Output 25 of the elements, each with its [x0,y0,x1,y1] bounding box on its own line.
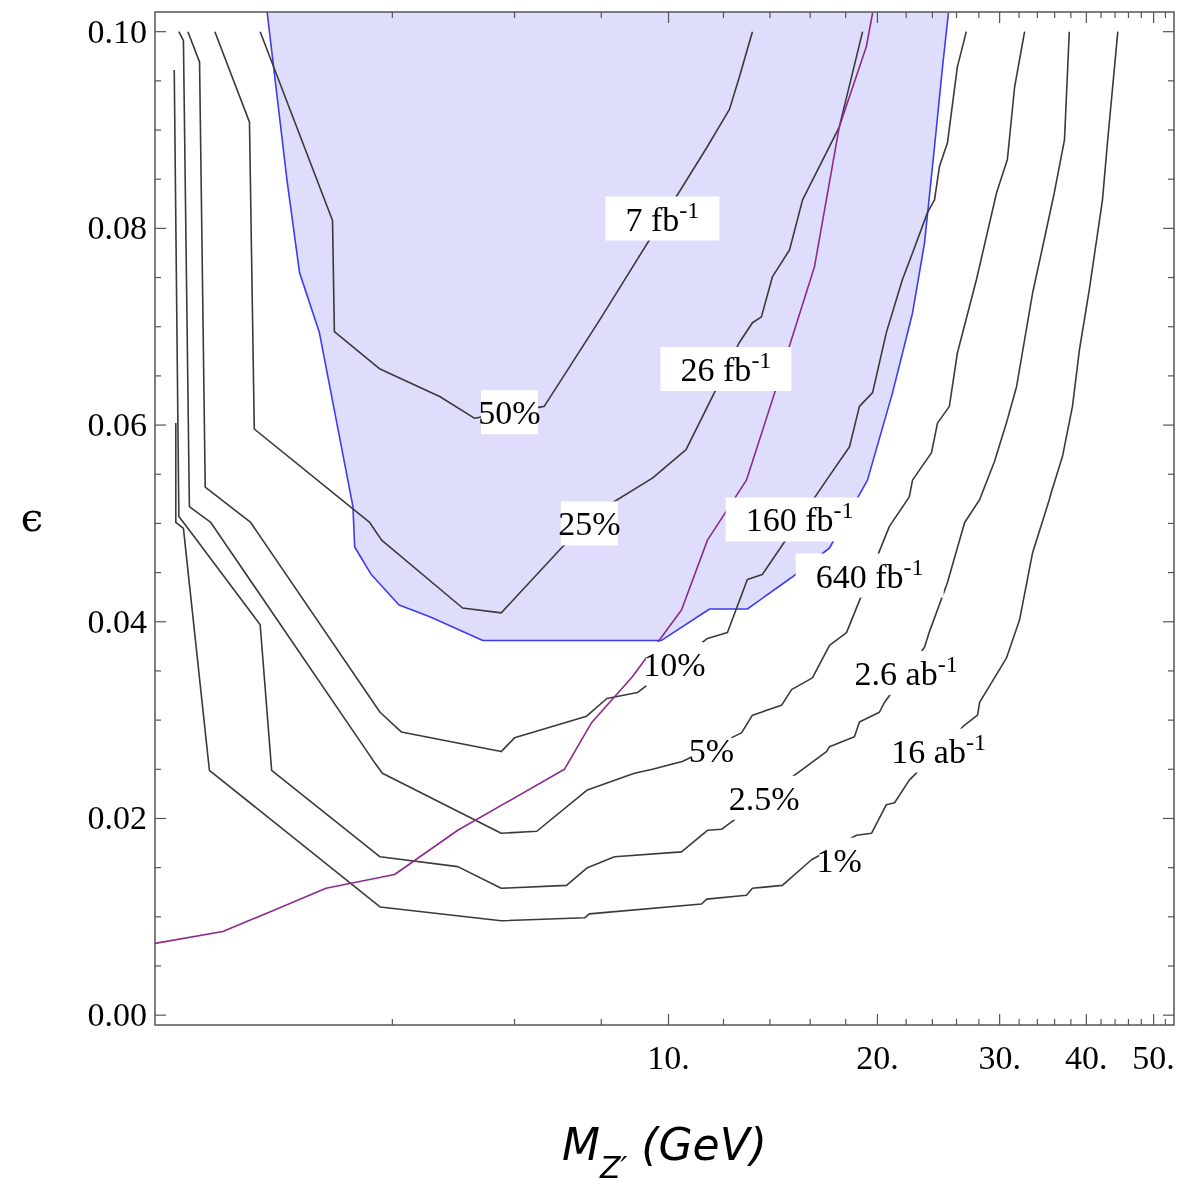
annotation: 160 fb$^{-1}$ [745,497,854,539]
y-tick-label: 0.10 [87,12,147,50]
x-tick-label: 30. [978,1039,1021,1076]
annotation: 10% [643,646,706,684]
annotation: 7 fb$^{-1}$ [625,196,700,238]
x-tick-label: 40. [1065,1039,1108,1076]
x-tick-label: 50. [1132,1039,1175,1076]
y-tick-label: 0.02 [87,799,147,837]
y-axis-title: ϵ [20,493,44,540]
annotation: 1% [816,841,862,879]
annotation: 26 fb$^{-1}$ [680,347,772,389]
annotation: 50% [478,394,541,432]
annotation: 16 ab$^{-1}$ [891,728,986,770]
annotation: 2.6 ab$^{-1}$ [854,650,958,692]
x-tick-label: 10. [647,1039,690,1076]
x-tick-label: 20. [856,1039,899,1076]
annotation: 25% [558,505,621,543]
y-tick-label: 0.00 [87,996,147,1034]
annotation: 2.5% [728,779,800,817]
annotation: 5% [688,731,735,769]
y-tick-label: 0.04 [87,602,147,640]
y-tick-label: 0.06 [87,406,147,444]
y-tick-label: 0.08 [87,209,147,247]
x-axis-title: M$_{Z′}$ (GeV) [562,1119,767,1179]
annotation: 640 fb$^{-1}$ [815,553,924,595]
